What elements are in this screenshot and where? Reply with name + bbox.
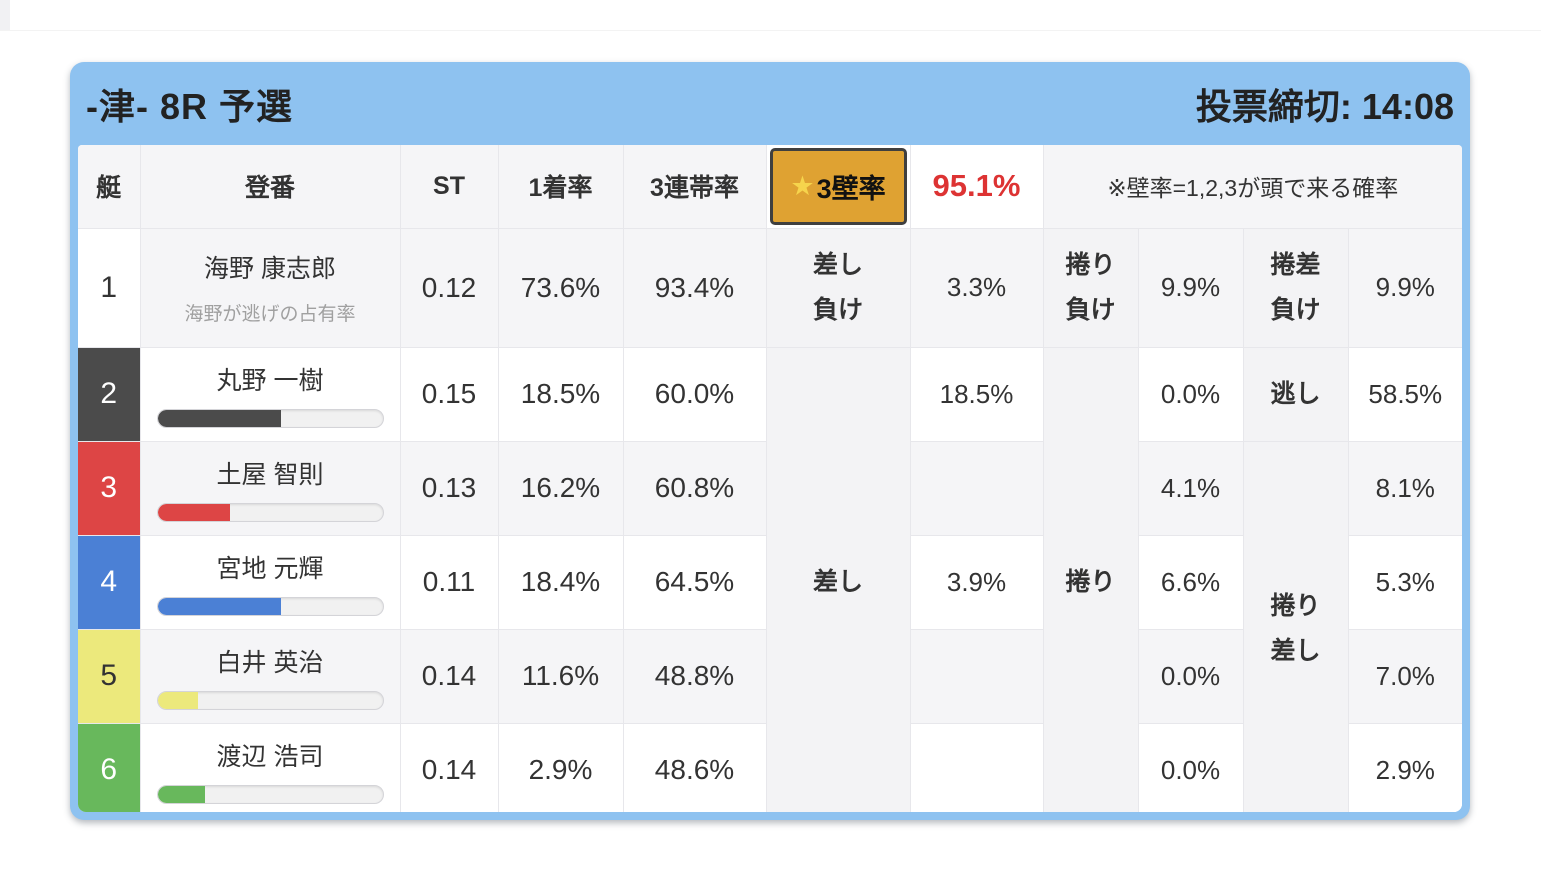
makuri-rate-value: 0.0%	[1137, 722, 1244, 812]
boat-number-badge: 1	[78, 227, 141, 348]
strength-bar	[156, 596, 384, 616]
top3-rate-value: 93.4%	[622, 227, 767, 348]
racer-row: 1 海野 康志郎 海野が逃げの占有率 0.12 73.6% 93.4% 差し 負…	[78, 227, 1462, 348]
star-icon: ★	[790, 170, 815, 201]
strength-bar	[156, 502, 384, 522]
vote-deadline: 投票締切: 14:08	[1195, 85, 1454, 127]
makuri-rate-value: 9.9%	[1137, 227, 1244, 348]
win1-rate-value: 18.4%	[497, 534, 624, 630]
racer-row: 5 白井 英治 0.14 11.6% 48.8% 0.0% 7.0%	[78, 628, 1462, 724]
win1-rate-value: 18.5%	[497, 346, 624, 442]
nogashi-label: 逃し	[1242, 346, 1349, 442]
st-value: 0.15	[399, 346, 499, 442]
strength-bar-fill	[157, 409, 282, 427]
wall-rate-header-cell: ★ 3壁率	[765, 145, 911, 229]
st-value: 0.14	[399, 628, 499, 724]
strength-bar	[156, 690, 384, 710]
top3-rate-value: 48.8%	[622, 628, 767, 724]
win1-rate-value: 11.6%	[497, 628, 624, 724]
top3-rate-value: 60.0%	[622, 346, 767, 442]
col-header-top3: 3連帯率	[622, 145, 767, 229]
race-title: -津- 8R 予選	[86, 85, 294, 127]
sashi-rate-value: 3.3%	[909, 227, 1044, 348]
st-value: 0.14	[399, 722, 499, 812]
racer-cell: 渡辺 浩司	[139, 722, 401, 812]
makuri-sashi-label: 捲り 差し	[1242, 440, 1349, 812]
racer-cell: 宮地 元輝	[139, 534, 401, 630]
sashi-rate-value	[909, 628, 1044, 724]
racer-row: 4 宮地 元輝 0.11 18.4% 64.5% 3.9% 6.6% 5.3%	[78, 534, 1462, 630]
win1-rate-value: 73.6%	[497, 227, 624, 348]
boat-number-badge: 2	[78, 346, 141, 442]
col-header-boat: 艇	[78, 145, 141, 229]
makuri-rate-value: 0.0%	[1137, 628, 1244, 724]
wall-rate-note: ※壁率=1,2,3が頭で来る確率	[1042, 145, 1462, 229]
wall-rate-button[interactable]: ★ 3壁率	[769, 148, 907, 225]
sashi-rate-value	[909, 440, 1044, 536]
page-top-divider	[0, 30, 1541, 31]
racer-name: 海野 康志郎	[204, 255, 336, 283]
racer-row: 6 渡辺 浩司 0.14 2.9% 48.6% 0.0% 2.9%	[78, 722, 1462, 812]
racer-subtitle: 海野が逃げの占有率	[184, 304, 356, 325]
race-table-container: 艇 登番 ST 1着率 3連帯率 ★ 3壁率 95.1% ※壁率=1,2,3が頭で…	[78, 145, 1462, 812]
col-c-rate-value: 7.0%	[1347, 628, 1462, 724]
race-card: -津- 8R 予選 投票締切: 14:08 艇 登番 ST 1着率 3連帯率 ★…	[70, 62, 1470, 820]
sashi-rate-value: 18.5%	[909, 346, 1044, 442]
racer-cell: 土屋 智則	[139, 440, 401, 536]
wall-rate-value: 95.1%	[932, 168, 1021, 204]
racer-row: 2 丸野 一樹 0.15 18.5% 60.0% 差し 18.5% 捲り 0.0…	[78, 346, 1462, 812]
wall-rate-button-label: 3壁率	[816, 173, 886, 204]
st-value: 0.13	[399, 440, 499, 536]
race-table: 艇 登番 ST 1着率 3連帯率 ★ 3壁率 95.1% ※壁率=1,2,3が頭で…	[78, 145, 1462, 812]
win1-rate-value: 16.2%	[497, 440, 624, 536]
strength-bar	[156, 408, 384, 428]
strength-bar	[156, 784, 384, 804]
top3-rate-value: 60.8%	[622, 440, 767, 536]
racer-name: 宮地 元輝	[216, 554, 324, 583]
top3-rate-value: 64.5%	[622, 534, 767, 630]
makuri-make-label: 捲り 負け	[1042, 227, 1139, 348]
sashi-make-label: 差し 負け	[765, 227, 911, 348]
boat-number-badge: 3	[78, 440, 141, 536]
wall-rate-value-cell: 95.1%	[909, 145, 1044, 229]
racer-name: 丸野 一樹	[216, 366, 324, 395]
col-c-rate-value: 58.5%	[1347, 346, 1462, 442]
racer-cell: 白井 英治	[139, 628, 401, 724]
makuri-label: 捲り	[1042, 346, 1139, 812]
racer-cell: 海野 康志郎 海野が逃げの占有率	[139, 227, 401, 348]
strength-bar-fill	[157, 597, 282, 615]
strength-bar-fill	[157, 503, 230, 521]
page-edge-artifact	[0, 0, 10, 30]
col-c-rate-value: 5.3%	[1347, 534, 1462, 630]
racer-row: 3 土屋 智則 0.13 16.2% 60.8% 4.1% 捲り 差し 8.1%	[78, 440, 1462, 812]
col-header-win1: 1着率	[497, 145, 624, 229]
race-card-header: -津- 8R 予選 投票締切: 14:08	[78, 62, 1462, 145]
col-header-racer: 登番	[139, 145, 401, 229]
col-header-st: ST	[399, 145, 499, 229]
sashi-label: 差し	[765, 346, 911, 812]
col-c-rate-value: 8.1%	[1347, 440, 1462, 536]
boat-number-badge: 5	[78, 628, 141, 724]
makuri-sashi-make-label: 捲差 負け	[1242, 227, 1349, 348]
st-value: 0.11	[399, 534, 499, 630]
sashi-rate-value: 3.9%	[909, 534, 1044, 630]
boat-number-badge: 6	[78, 722, 141, 812]
top3-rate-value: 48.6%	[622, 722, 767, 812]
racer-name: 渡辺 浩司	[216, 742, 324, 771]
strength-bar-fill	[157, 785, 205, 803]
boat-number-badge: 4	[78, 534, 141, 630]
col-c-rate-value: 9.9%	[1347, 227, 1462, 348]
st-value: 0.12	[399, 227, 499, 348]
makuri-rate-value: 6.6%	[1137, 534, 1244, 630]
makuri-rate-value: 0.0%	[1137, 346, 1244, 442]
win1-rate-value: 2.9%	[497, 722, 624, 812]
racer-cell: 丸野 一樹	[139, 346, 401, 442]
racer-name: 土屋 智則	[216, 460, 324, 489]
strength-bar-fill	[157, 691, 198, 709]
makuri-rate-value: 4.1%	[1137, 440, 1244, 536]
sashi-rate-value	[909, 722, 1044, 812]
racer-name: 白井 英治	[216, 648, 324, 677]
col-c-rate-value: 2.9%	[1347, 722, 1462, 812]
table-header-row: 艇 登番 ST 1着率 3連帯率 ★ 3壁率 95.1% ※壁率=1,2,3が頭で…	[78, 145, 1462, 229]
